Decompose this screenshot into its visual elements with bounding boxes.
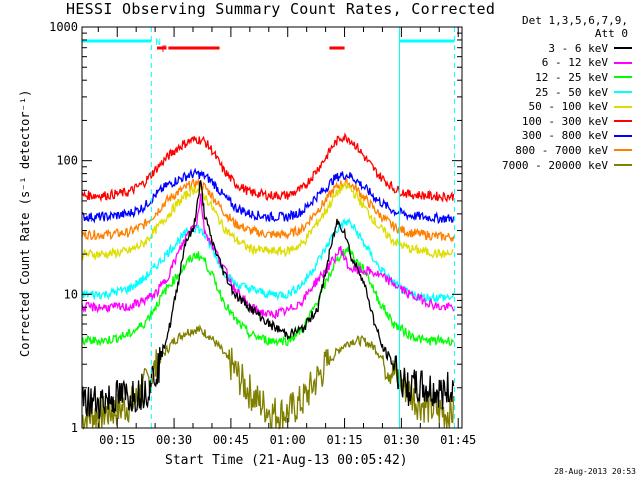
legend-entry: 50 - 100 keV xyxy=(472,99,632,114)
series-line-5 xyxy=(81,132,455,203)
series-line-1 xyxy=(81,193,455,320)
x-tick-label: 01:30 xyxy=(383,433,419,447)
y-tick-label: 1 xyxy=(71,421,78,435)
legend-label: 800 - 7000 keV xyxy=(515,143,608,157)
legend-entry: 25 - 50 keV xyxy=(472,85,632,100)
x-tick-label: 01:45 xyxy=(440,433,476,447)
y-tick-label: 10 xyxy=(64,287,78,301)
x-tick-label: 00:45 xyxy=(213,433,249,447)
plot-frame xyxy=(81,26,463,429)
legend-swatch xyxy=(614,120,632,123)
series-line-2 xyxy=(81,245,455,347)
y-axis-label: Corrected Count Rate (s⁻¹ detector⁻¹) xyxy=(18,89,32,357)
legend-entry: 3 - 6 keV xyxy=(472,41,632,56)
series-line-8 xyxy=(81,324,455,431)
series-line-6 xyxy=(81,167,455,225)
legend-label: 100 - 300 keV xyxy=(521,114,608,128)
series-line-7 xyxy=(81,177,455,243)
legend-entry: 300 - 800 keV xyxy=(472,129,632,144)
x-tick-label: 00:30 xyxy=(156,433,192,447)
flag-label-F: F xyxy=(161,45,166,55)
legend-label: 300 - 800 keV xyxy=(521,129,608,143)
legend-entry: 6 - 12 keV xyxy=(472,56,632,71)
legend-entry: 12 - 25 keV xyxy=(472,70,632,85)
legend-label: 25 - 50 keV xyxy=(535,85,608,99)
legend-swatch xyxy=(614,47,632,50)
legend-swatch xyxy=(614,134,632,137)
legend-label: 12 - 25 keV xyxy=(535,70,608,84)
legend-swatch xyxy=(614,91,632,94)
x-tick-label: 01:00 xyxy=(270,433,306,447)
legend-swatch xyxy=(614,149,632,152)
series-line-4 xyxy=(81,182,454,261)
legend-label: 6 - 12 keV xyxy=(541,56,608,70)
x-axis-label: Start Time (21-Aug-13 00:05:42) xyxy=(165,453,408,468)
detector-label: Det 1,3,5,6,7,9, xyxy=(522,14,628,27)
legend-entry: 800 - 7000 keV xyxy=(472,143,632,158)
legend-swatch xyxy=(614,105,632,108)
legend-swatch xyxy=(614,61,632,64)
generated-timestamp: 28-Aug-2013 20:53 xyxy=(554,467,636,476)
legend-label: 50 - 100 keV xyxy=(528,100,608,114)
legend-swatch xyxy=(614,76,632,79)
series-line-3 xyxy=(81,217,455,304)
x-tick-label: 01:15 xyxy=(326,433,362,447)
series-line-0 xyxy=(81,180,455,420)
x-tick-label: 00:15 xyxy=(99,433,135,447)
attenuator-label: Att 0 xyxy=(594,27,628,40)
legend-swatch xyxy=(614,164,632,167)
y-tick-label: 1000 xyxy=(49,20,78,34)
legend: 3 - 6 keV 6 - 12 keV 12 - 25 keV 25 - 50 ke… xyxy=(472,41,632,172)
chart-title: HESSI Observing Summary Count Rates, Cor… xyxy=(66,0,496,18)
legend-label: 7000 - 20000 keV xyxy=(502,158,608,172)
legend-entry: 100 - 300 keV xyxy=(472,114,632,129)
legend-entry: 7000 - 20000 keV xyxy=(472,158,632,173)
legend-label: 3 - 6 keV xyxy=(548,41,608,55)
y-tick-label: 100 xyxy=(56,154,78,168)
flag-label-N: N xyxy=(155,38,160,48)
